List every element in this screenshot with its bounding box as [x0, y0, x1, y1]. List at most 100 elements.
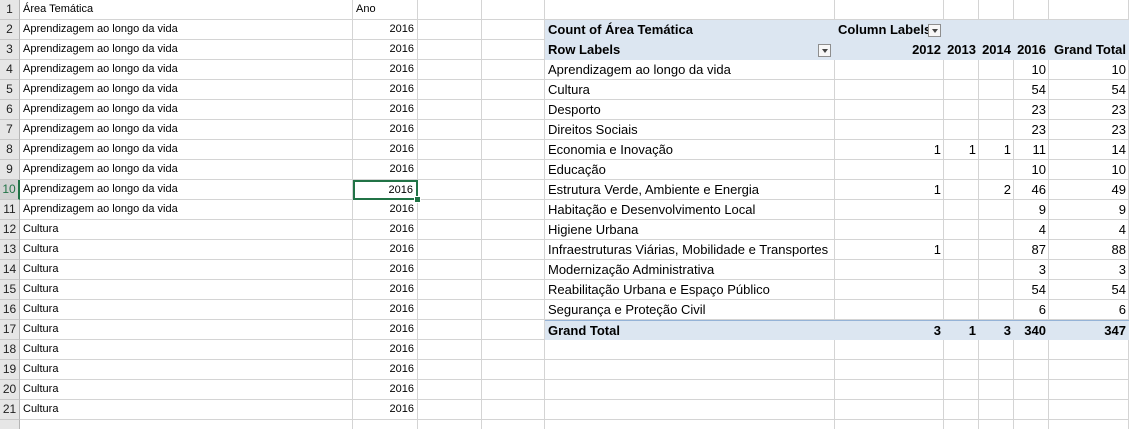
cell[interactable] [1014, 240, 1049, 260]
cell[interactable] [1014, 100, 1049, 120]
pivot-value[interactable] [835, 260, 944, 280]
pivot-year-header[interactable]: 2016 [1014, 40, 1049, 60]
cell[interactable] [979, 380, 1014, 400]
cell[interactable]: Cultura [20, 400, 353, 420]
pivot-value[interactable]: 46 [1031, 182, 1046, 197]
cell[interactable] [979, 260, 1014, 280]
pivot-row-label[interactable]: Cultura [548, 82, 590, 97]
cell[interactable]: Aprendizagem ao longo da vida [20, 20, 353, 40]
pivot-value[interactable] [944, 280, 979, 300]
cell[interactable] [418, 420, 482, 429]
pivot-grand-total-value[interactable]: 1 [944, 320, 979, 340]
cell[interactable] [1049, 340, 1129, 360]
cell[interactable] [944, 200, 979, 220]
pivot-row-total[interactable]: 9 [1118, 202, 1126, 217]
pivot-value[interactable] [944, 60, 979, 80]
cell[interactable] [944, 360, 979, 380]
cell[interactable] [835, 80, 944, 100]
row-header[interactable]: 3 [0, 40, 20, 60]
cell[interactable] [1014, 140, 1049, 160]
pivot-value[interactable] [979, 120, 1014, 140]
cell[interactable] [545, 60, 835, 80]
cell[interactable]: Aprendizagem ao longo da vida [20, 100, 353, 120]
pivot-column-labels[interactable]: Column Labels [835, 20, 1129, 40]
pivot-value[interactable] [944, 100, 979, 120]
cell[interactable] [944, 160, 979, 180]
pivot-row-label[interactable]: Habitação e Desenvolvimento Local [548, 202, 756, 217]
pivot-value[interactable]: 54 [1031, 82, 1046, 97]
cell[interactable]: 2016 [353, 340, 418, 360]
cell[interactable] [418, 140, 482, 160]
row-header[interactable]: 14 [0, 260, 20, 280]
cell[interactable] [1049, 360, 1129, 380]
pivot-grand-total-value[interactable]: 3 [835, 320, 944, 340]
cell[interactable] [835, 120, 944, 140]
cell[interactable]: Aprendizagem ao longo da vida [20, 40, 353, 60]
pivot-value[interactable]: 9 [1038, 202, 1046, 217]
row-labels-filter-icon[interactable] [818, 44, 831, 57]
cell[interactable] [482, 160, 545, 180]
pivot-row-total[interactable]: 23 [1111, 122, 1126, 137]
row-header[interactable]: 20 [0, 380, 20, 400]
cell[interactable] [979, 420, 1014, 429]
cell[interactable]: Cultura [20, 320, 353, 340]
cell[interactable] [482, 300, 545, 320]
cell[interactable] [482, 40, 545, 60]
selected-cell[interactable]: 2016 [353, 180, 418, 200]
row-header[interactable]: 21 [0, 400, 20, 420]
cell[interactable]: Cultura [20, 220, 353, 240]
row-header[interactable]: 18 [0, 340, 20, 360]
cell[interactable] [418, 180, 482, 200]
pivot-value[interactable] [979, 160, 1014, 180]
cell[interactable] [418, 300, 482, 320]
cell[interactable] [944, 60, 979, 80]
cell[interactable] [944, 220, 979, 240]
row-header[interactable]: 4 [0, 60, 20, 80]
cell[interactable] [418, 260, 482, 280]
cell[interactable] [482, 420, 545, 429]
cell[interactable] [1014, 420, 1049, 429]
pivot-row-label[interactable]: Higiene Urbana [548, 222, 639, 237]
header-cell-area-tematica[interactable]: Área Temática [20, 0, 353, 20]
cell[interactable] [835, 340, 944, 360]
cell[interactable] [944, 380, 979, 400]
pivot-value[interactable]: 2 [1003, 182, 1011, 197]
cell[interactable] [418, 0, 482, 20]
pivot-row-total[interactable]: 4 [1118, 222, 1126, 237]
cell[interactable] [545, 260, 835, 280]
pivot-grand-total-value[interactable]: 3 [979, 320, 1014, 340]
pivot-value[interactable] [944, 240, 979, 260]
row-header[interactable]: 2 [0, 20, 20, 40]
pivot-value[interactable] [979, 100, 1014, 120]
cell[interactable] [835, 140, 944, 160]
cell[interactable] [835, 180, 944, 200]
cell[interactable] [545, 140, 835, 160]
pivot-row-total[interactable]: 6 [1118, 302, 1126, 317]
cell[interactable] [545, 240, 835, 260]
pivot-value[interactable] [835, 280, 944, 300]
cell[interactable] [418, 280, 482, 300]
cell[interactable]: 2016 [353, 60, 418, 80]
cell[interactable] [944, 100, 979, 120]
pivot-row-total[interactable]: 54 [1111, 282, 1126, 297]
cell[interactable] [835, 200, 944, 220]
cell[interactable] [545, 400, 835, 420]
pivot-value[interactable] [944, 180, 979, 200]
cell[interactable] [482, 340, 545, 360]
cell[interactable] [835, 360, 944, 380]
cell[interactable] [835, 420, 944, 429]
cell[interactable] [418, 100, 482, 120]
pivot-value[interactable] [979, 60, 1014, 80]
pivot-row-label[interactable]: Infraestruturas Viárias, Mobilidade e Tr… [548, 242, 829, 257]
pivot-grand-total-sum[interactable]: 347 [1049, 320, 1129, 340]
cell[interactable] [979, 400, 1014, 420]
pivot-row-label[interactable]: Economia e Inovação [548, 142, 674, 157]
cell[interactable] [1014, 80, 1049, 100]
pivot-row-total[interactable]: 49 [1111, 182, 1126, 197]
cell[interactable] [545, 120, 835, 140]
cell[interactable] [20, 420, 353, 429]
pivot-value[interactable] [979, 80, 1014, 100]
cell[interactable] [1014, 220, 1049, 240]
row-header[interactable] [0, 420, 20, 429]
